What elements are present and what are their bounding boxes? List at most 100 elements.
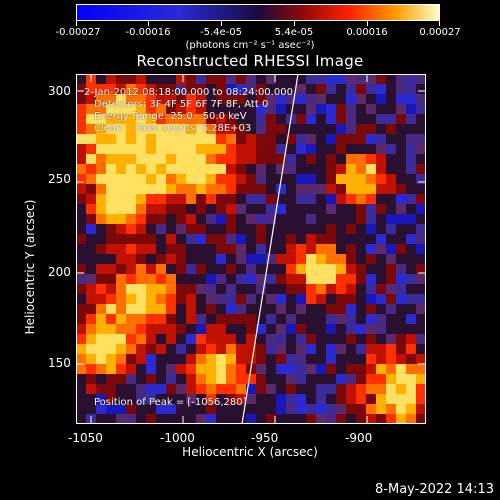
image-pixel	[296, 154, 307, 165]
image-pixel	[166, 114, 177, 125]
image-pixel	[136, 334, 147, 345]
image-pixel	[306, 334, 317, 345]
image-pixel	[106, 334, 117, 345]
image-pixel	[236, 214, 247, 225]
image-pixel	[86, 144, 97, 155]
image-pixel	[76, 254, 87, 265]
image-pixel	[236, 254, 247, 265]
image-pixel	[276, 324, 287, 335]
image-pixel	[306, 104, 317, 115]
image-pixel	[406, 124, 417, 135]
image-pixel	[286, 284, 297, 295]
image-pixel	[246, 404, 257, 415]
image-pixel	[336, 284, 347, 295]
image-pixel	[386, 374, 397, 385]
image-pixel	[336, 234, 347, 245]
image-pixel	[166, 104, 177, 115]
image-pixel	[356, 224, 367, 235]
image-pixel	[236, 414, 247, 424]
image-pixel	[276, 284, 287, 295]
image-pixel	[356, 294, 367, 305]
image-pixel	[96, 124, 107, 135]
image-pixel	[266, 284, 277, 295]
image-pixel	[416, 124, 426, 135]
image-pixel	[316, 104, 327, 115]
image-pixel	[266, 374, 277, 385]
image-pixel	[226, 334, 237, 345]
image-pixel	[396, 154, 407, 165]
image-pixel	[206, 294, 217, 305]
image-pixel	[266, 94, 277, 105]
image-pixel	[136, 244, 147, 255]
image-pixel	[206, 124, 217, 135]
image-pixel	[126, 214, 137, 225]
image-pixel	[206, 154, 217, 165]
image-pixel	[216, 364, 227, 375]
image-pixel	[186, 274, 197, 285]
image-pixel	[406, 414, 417, 424]
image-pixel	[106, 234, 117, 245]
image-pixel	[226, 234, 237, 245]
image-pixel	[156, 174, 167, 185]
image-pixel	[246, 254, 257, 265]
x-tick-label: -900	[345, 431, 373, 445]
image-pixel	[226, 114, 237, 125]
image-pixel	[386, 254, 397, 265]
image-pixel	[306, 94, 317, 105]
image-pixel	[206, 324, 217, 335]
image-pixel	[116, 184, 127, 195]
image-pixel	[366, 374, 377, 385]
image-pixel	[176, 134, 187, 145]
image-pixel	[186, 294, 197, 305]
image-pixel	[306, 124, 317, 135]
image-pixel	[86, 244, 97, 255]
image-pixel	[266, 74, 277, 85]
image-pixel	[166, 144, 177, 155]
image-pixel	[236, 154, 247, 165]
image-pixel	[146, 414, 157, 424]
image-pixel	[296, 354, 307, 365]
image-pixel	[346, 274, 357, 285]
image-pixel	[366, 94, 377, 105]
image-pixel	[186, 74, 197, 85]
image-pixel	[266, 344, 277, 355]
image-pixel	[156, 264, 167, 275]
image-pixel	[166, 94, 177, 105]
image-pixel	[416, 284, 426, 295]
image-pixel	[206, 114, 217, 125]
colorbar-tick	[439, 21, 440, 26]
image-pixel	[406, 134, 417, 145]
image-pixel	[206, 174, 217, 185]
image-pixel	[216, 394, 227, 405]
image-pixel	[146, 134, 157, 145]
image-pixel	[306, 254, 317, 265]
image-pixel	[96, 214, 107, 225]
image-pixel	[126, 194, 137, 205]
image-pixel	[296, 314, 307, 325]
image-pixel	[196, 334, 207, 345]
image-pixel	[116, 214, 127, 225]
image-pixel	[106, 184, 117, 195]
image-pixel	[416, 104, 426, 115]
image-pixel	[176, 314, 187, 325]
image-pixel	[286, 94, 297, 105]
image-pixel	[146, 84, 157, 95]
image-pixel	[86, 284, 97, 295]
image-pixel	[376, 354, 387, 365]
image-pixel	[286, 244, 297, 255]
image-pixel	[236, 164, 247, 175]
image-pixel	[396, 234, 407, 245]
image-pixel	[236, 284, 247, 295]
image-pixel	[156, 294, 167, 305]
image-pixel	[76, 184, 87, 195]
image-pixel	[396, 204, 407, 215]
image-pixel	[176, 214, 187, 225]
image-pixel	[356, 174, 367, 185]
image-pixel	[76, 384, 87, 395]
image-pixel	[246, 304, 257, 315]
image-pixel	[116, 204, 127, 215]
image-pixel	[76, 124, 87, 135]
image-pixel	[186, 354, 197, 365]
image-pixel	[346, 254, 357, 265]
image-pixel	[386, 164, 397, 175]
